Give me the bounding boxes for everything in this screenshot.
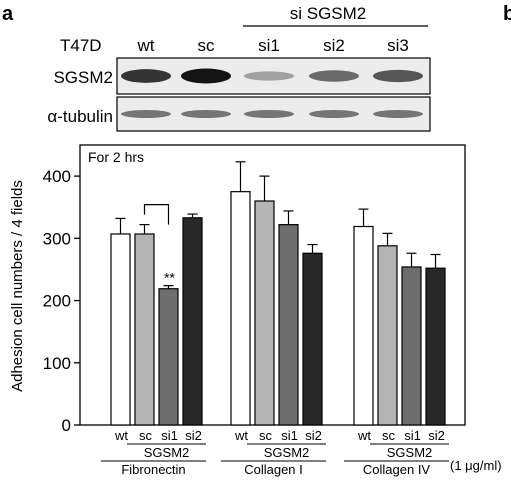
blot-band	[309, 70, 359, 82]
y-tick-label: 400	[43, 167, 71, 186]
significance-annotation: **	[143, 204, 175, 286]
bar-label: si1	[281, 428, 298, 443]
blot-bands-tubulin	[121, 110, 423, 118]
group-label: Collagen I	[244, 462, 303, 477]
y-tick-label: 100	[43, 354, 71, 373]
bar-label: si1	[404, 428, 421, 443]
bar	[182, 217, 203, 426]
bar-label: si2	[185, 428, 202, 443]
bar-label: wt	[357, 428, 371, 443]
bar	[110, 233, 131, 426]
bar-label: sc	[259, 428, 273, 443]
sub-label: SGSM2	[144, 445, 190, 460]
bar-label: si1	[161, 428, 178, 443]
bar	[134, 233, 155, 426]
bar-series	[110, 161, 446, 426]
bar-label: sc	[139, 428, 153, 443]
blot-band	[373, 69, 423, 83]
group-label: Fibronectin	[121, 462, 185, 477]
bar-label: wt	[114, 428, 128, 443]
sub-label: SGSM2	[264, 445, 310, 460]
bar	[302, 252, 323, 426]
y-axis: 0 100 200 300 400	[43, 167, 80, 435]
blot-band	[181, 110, 231, 118]
blot-row-label-tubulin: α-tubulin	[47, 107, 113, 126]
bar	[377, 245, 398, 426]
blot-band	[309, 110, 359, 118]
blot-lane-labels: wt sc si1 si2 si3	[137, 36, 409, 55]
panel-label-b: b	[503, 3, 511, 25]
blot-group-label: si SGSM2	[290, 4, 367, 23]
group-label: Collagen IV	[363, 462, 431, 477]
blot-lane-label: sc	[198, 36, 216, 55]
panel-label-a: a	[2, 3, 14, 25]
blot-band	[121, 110, 171, 118]
bar-label: sc	[382, 428, 396, 443]
bar-label: si2	[428, 428, 445, 443]
blot-band	[181, 68, 231, 84]
significance-bracket	[143, 204, 170, 225]
blot-lane-label: wt	[137, 36, 155, 55]
bar	[158, 288, 179, 426]
blot-cell-line: T47D	[60, 36, 102, 55]
significance-marker: **	[164, 270, 175, 286]
blot-band	[244, 110, 294, 118]
bar	[254, 200, 275, 426]
blot-band	[373, 110, 423, 118]
bar	[401, 266, 422, 426]
blot-lane-label: si1	[258, 36, 280, 55]
blot-lane-label: si2	[323, 36, 345, 55]
blot-bands-sgsm2	[121, 68, 423, 84]
sub-label: SGSM2	[387, 445, 433, 460]
blot-band	[121, 69, 171, 83]
blot-band	[244, 71, 294, 81]
y-tick-label: 0	[62, 416, 71, 435]
bar	[353, 225, 374, 426]
bar	[425, 267, 446, 426]
bar-label: wt	[234, 428, 248, 443]
bar-label: si2	[305, 428, 322, 443]
blot-lane-label: si3	[387, 36, 409, 55]
y-tick-label: 200	[43, 292, 71, 311]
bar	[230, 191, 251, 426]
unit-note: (1 μg/ml)	[450, 458, 502, 473]
y-axis-label: Adhesion cell numbers / 4 fields	[9, 180, 26, 392]
bar	[278, 224, 299, 426]
blot-row-label-sgsm2: SGSM2	[53, 68, 113, 87]
y-tick-label: 300	[43, 229, 71, 248]
chart-title: For 2 hrs	[88, 149, 144, 165]
